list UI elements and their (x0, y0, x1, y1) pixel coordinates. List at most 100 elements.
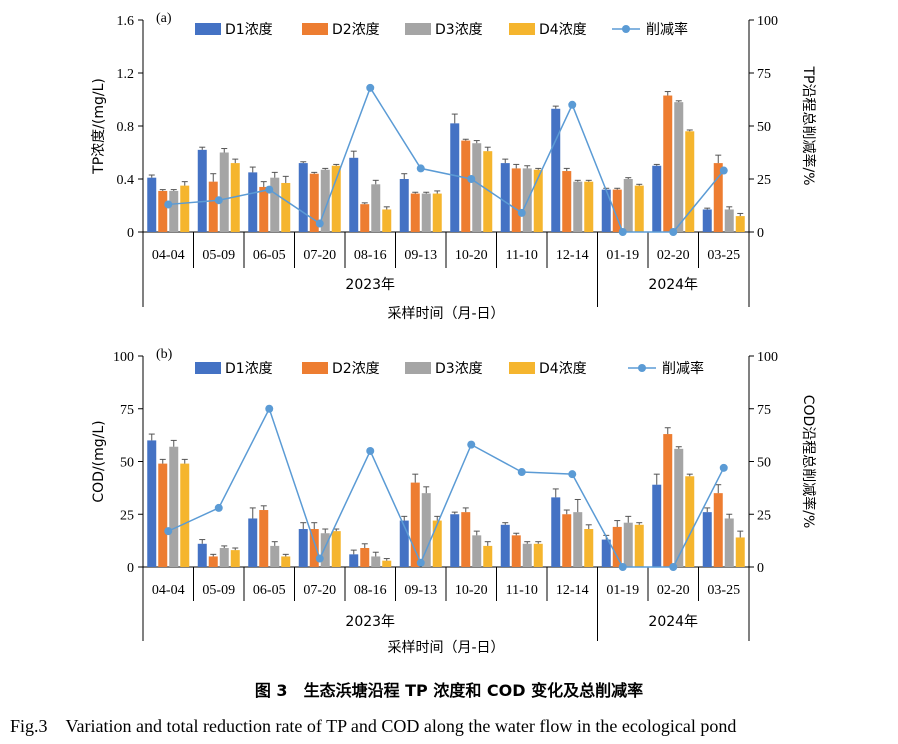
p1-rate-point-01-19 (618, 228, 627, 236)
p2-bar-D3-09-13 (421, 493, 431, 567)
p1-bar-D2-02-20 (663, 95, 673, 233)
p1-y-tick-label: 1.6 (117, 14, 135, 29)
p1-legend-label-D1: D1浓度 (225, 22, 273, 38)
p1-rate-point-09-13 (416, 164, 425, 173)
p1-bar-D1-08-16 (349, 157, 359, 232)
p1-bar-D3-12-14 (573, 181, 583, 232)
p2-bar-D3-11-10 (522, 543, 532, 567)
p1-bar-D4-03-25 (735, 216, 745, 232)
p2-bar-D4-01-19 (634, 524, 644, 567)
p1-category-label: 04-04 (152, 248, 185, 263)
p2-y-tick-label: 25 (120, 508, 134, 523)
p1-rate-point-08-16 (366, 83, 375, 92)
p2-bar-D1-02-20 (652, 484, 662, 567)
p1-bar-D2-10-20 (461, 140, 471, 232)
p1-rate-point-11-10 (517, 208, 526, 217)
p2-panel-label: (b) (156, 347, 173, 362)
p1-y2-axis-title: TP沿程总削减率/% (800, 65, 817, 185)
p1-y2-tick-label: 25 (757, 173, 771, 188)
p1-y2-tick-label: 100 (757, 14, 778, 29)
p1-bar-D2-06-05 (259, 186, 269, 232)
p1-bar-D1-03-25 (702, 209, 712, 232)
p2-bar-D3-10-20 (472, 535, 482, 567)
p2-bar-D2-09-13 (410, 482, 420, 567)
p2-bar-D4-12-14 (584, 529, 594, 567)
p1-bar-D3-07-20 (320, 169, 330, 232)
p1-y-tick-label: 0.4 (117, 173, 135, 188)
p2-category-label: 12-14 (556, 583, 589, 598)
p1-bar-D4-07-20 (331, 165, 341, 232)
p1-bar-D1-02-20 (652, 165, 662, 232)
p1-legend-label-rate: 削减率 (646, 21, 688, 38)
figure-caption-title: 图 3 生态浜塘沿程 TP 浓度和 COD 变化及总削减率 (254, 681, 644, 700)
p2-bar-D1-04-04 (147, 440, 157, 567)
p2-legend-label-D1: D1浓度 (225, 361, 273, 377)
p1-legend-rate-marker (622, 25, 630, 33)
p2-bar-D3-05-09 (219, 548, 229, 567)
p2-legend-swatch-D2 (302, 362, 328, 374)
p2-category-label: 09-13 (404, 583, 437, 598)
p1-bar-D2-03-25 (713, 163, 723, 232)
p2-legend-swatch-D1 (195, 362, 221, 374)
p2-rate-point-07-20 (315, 554, 324, 563)
p2-bar-D3-07-20 (320, 533, 330, 567)
p2-y-tick-label: 100 (113, 350, 134, 365)
figure-caption-subtitle: Fig.3 Variation and total reduction rate… (10, 716, 737, 736)
p2-bar-D4-10-20 (483, 545, 493, 567)
p1-bar-D3-04-04 (169, 190, 179, 232)
p1-legend-label-D3: D3浓度 (435, 22, 483, 38)
p1-rate-point-04-04 (164, 200, 173, 209)
p1-bar-D4-10-20 (483, 151, 493, 232)
p2-bar-D1-03-25 (702, 512, 712, 567)
p1-y2-tick-label: 50 (757, 120, 771, 135)
p1-y2-tick-label: 0 (757, 226, 764, 241)
p2-bar-D1-01-19 (601, 539, 611, 567)
p1-rate-point-12-14 (568, 100, 577, 109)
p1-year-label: 2024年 (648, 277, 698, 293)
p1-bar-D3-02-20 (674, 102, 684, 233)
p1-y-tick-label: 0.8 (117, 120, 135, 135)
p2-category-label: 04-04 (152, 583, 185, 598)
p2-y2-tick-label: 50 (757, 456, 771, 471)
p1-legend-swatch-D3 (405, 23, 431, 35)
p2-rate-point-11-10 (517, 468, 526, 477)
p2-y-tick-label: 50 (120, 456, 134, 471)
p2-legend-swatch-D4 (509, 362, 535, 374)
p2-bar-D1-07-20 (298, 529, 308, 567)
p2-bar-D1-08-16 (349, 554, 359, 567)
p2-rate-point-02-20 (669, 563, 678, 571)
p2-category-label: 07-20 (303, 583, 336, 598)
p2-bar-D2-05-09 (208, 556, 218, 567)
p2-bar-D1-05-09 (197, 543, 207, 567)
p2-y2-tick-label: 25 (757, 508, 771, 523)
p1-bar-D1-04-04 (147, 177, 157, 232)
p2-legend-label-D2: D2浓度 (332, 361, 380, 377)
p2-rate-point-12-14 (568, 470, 577, 479)
p2-year-label: 2023年 (345, 614, 395, 630)
p2-category-label: 10-20 (455, 583, 488, 598)
p2-y2-tick-label: 0 (757, 561, 764, 576)
p2-rate-point-10-20 (467, 440, 476, 449)
p1-bar-D1-07-20 (298, 163, 308, 232)
p2-legend-label-D3: D3浓度 (435, 361, 483, 377)
p2-bar-D1-12-14 (551, 497, 561, 567)
p1-category-label: 06-05 (253, 248, 286, 263)
p2-bar-D3-12-14 (573, 512, 583, 567)
p2-bar-D2-07-20 (309, 529, 319, 567)
p2-rate-point-01-19 (618, 563, 627, 571)
p2-x-axis-title: 采样时间（月-日） (387, 640, 504, 656)
p2-rate-point-08-16 (366, 446, 375, 455)
p2-bar-D4-09-13 (432, 520, 442, 567)
p2-bar-D2-08-16 (360, 548, 370, 567)
p1-x-axis-title: 采样时间（月-日） (387, 306, 504, 322)
p2-bar-D1-06-05 (248, 518, 258, 567)
p1-y-axis-title: TP浓度/(mg/L) (91, 78, 107, 175)
p1-bar-D3-05-09 (219, 152, 229, 232)
p1-bar-D1-05-09 (197, 149, 207, 232)
p1-legend-swatch-D1 (195, 23, 221, 35)
p2-y2-tick-label: 75 (757, 403, 771, 418)
p1-rate-point-10-20 (467, 175, 476, 183)
p1-category-label: 07-20 (303, 248, 336, 263)
p1-legend-swatch-D4 (509, 23, 535, 35)
p2-bar-D2-01-19 (612, 526, 622, 567)
